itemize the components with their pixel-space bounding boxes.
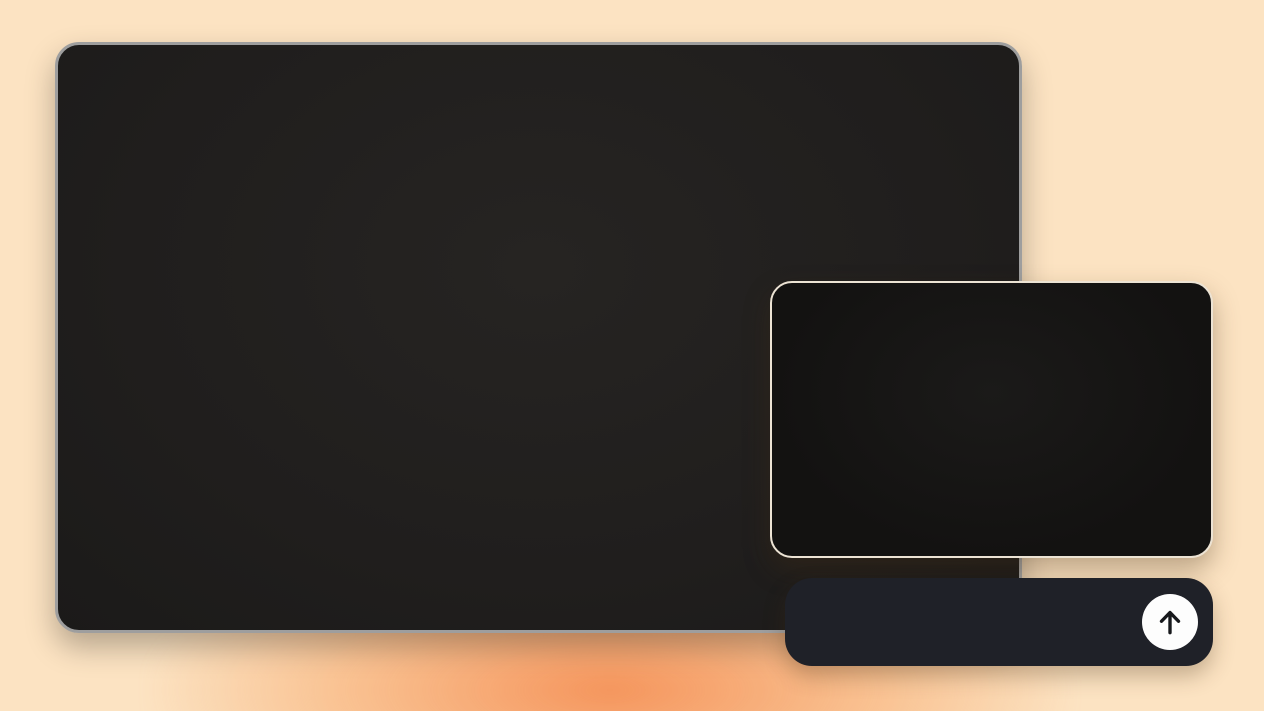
preview-chart-card (770, 281, 1213, 558)
chat-prompt-bar (785, 578, 1213, 666)
send-button[interactable] (1142, 594, 1198, 650)
up-arrow-icon (1155, 607, 1185, 637)
preview-chart-plot (822, 338, 1180, 541)
